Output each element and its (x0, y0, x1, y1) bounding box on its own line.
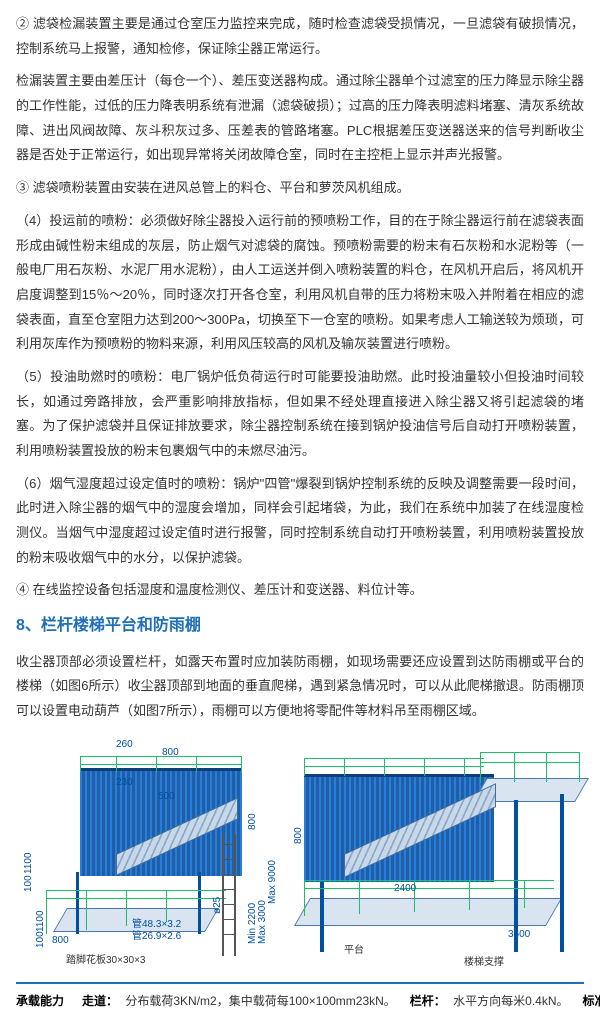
spec-walk-label: 走道： (82, 994, 118, 1008)
dim-max9000: Max 9000 (268, 860, 278, 904)
dim-v800: 800 (248, 813, 258, 830)
label-ping: 平台 (344, 946, 364, 956)
dim-2400: 2400 (394, 884, 416, 894)
dim-100a: 100 (24, 875, 34, 892)
dim-800a: 800 (162, 748, 179, 758)
para-leak: 检漏装置主要由差压计（每仓一个）、差压变送器构成。通过除尘器单个过滤室的压力降显… (16, 69, 584, 168)
para-4: （4）投运前的喷粉：必须做好除尘器投入运行前的预喷粉工作，目的在于除尘器运行前在… (16, 209, 584, 357)
para-2: ② 滤袋检漏装置主要是通过仓室压力监控来完成，随时检查滤袋受损情况，一旦滤袋有破… (16, 12, 584, 61)
dim-500: 500 (158, 792, 175, 802)
spec-walk-text: 分布载荷3KN/m2，集中载荷每100×100mm23kN。 (125, 994, 395, 1008)
dim-r800: 800 (294, 827, 304, 844)
dim-260: 260 (116, 740, 133, 750)
diagram-right: 800 2400 3600 平台 楼梯支撑 (284, 734, 584, 974)
dim-800b: 800 (52, 936, 69, 946)
spec-rail-text: 水平方向每米0.4kN。 (453, 994, 568, 1008)
spec-rail-label: 栏杆： (410, 994, 446, 1008)
para-7: ④ 在线监控设备包括湿度和温度检测仪、差压计和变送器、料位计等。 (16, 578, 584, 603)
dim-max3000: Max 3000 (258, 900, 268, 944)
section-intro: 收尘器顶部必须设置栏杆，如露天布置时应加装防雨棚，如现场需要还应设置到达防雨棚或… (16, 650, 584, 724)
dim-phi25: ø25 (213, 896, 223, 913)
dim-3600: 3600 (508, 930, 530, 940)
section-heading: 8、栏杆楼梯平台和防雨棚 (16, 611, 584, 641)
dim-min2200: Min 2200 (248, 902, 258, 943)
dim-100b: 100 (36, 931, 46, 948)
diagram-row: 260 800 230 500 1100 100 1100 100 800 管4… (16, 734, 584, 974)
spec-row: 承载能力 走道： 分布载荷3KN/m2，集中载荷每100×100mm23kN。 … (16, 982, 584, 1013)
dim-hua: 踏脚花板30×30×3 (66, 956, 146, 966)
label-zhi: 楼梯支撑 (464, 958, 504, 968)
dim-pipe2: 管26.9×2.6 (132, 932, 181, 942)
spec-std-label: 标准： (583, 994, 600, 1008)
diagram-left: 260 800 230 500 1100 100 1100 100 800 管4… (16, 734, 268, 974)
spec-cap-label: 承载能力 (16, 994, 64, 1008)
dim-pipe1: 管48.3×3.2 (132, 920, 181, 930)
dim-1100b: 1100 (36, 910, 46, 932)
para-6: （6）烟气湿度超过设定值时的喷粉：锅炉"四管"爆裂到锅炉控制系统的反映及调整需要… (16, 472, 584, 571)
dim-230: 230 (116, 778, 133, 788)
para-5: （5）投油助燃时的喷粉：电厂锅炉低负荷运行时可能要投油助燃。此时投油量较小但投油… (16, 365, 584, 464)
para-3: ③ 滤袋喷粉装置由安装在进风总管上的料仓、平台和萝茨风机组成。 (16, 176, 584, 201)
dim-1100a: 1100 (24, 852, 34, 874)
